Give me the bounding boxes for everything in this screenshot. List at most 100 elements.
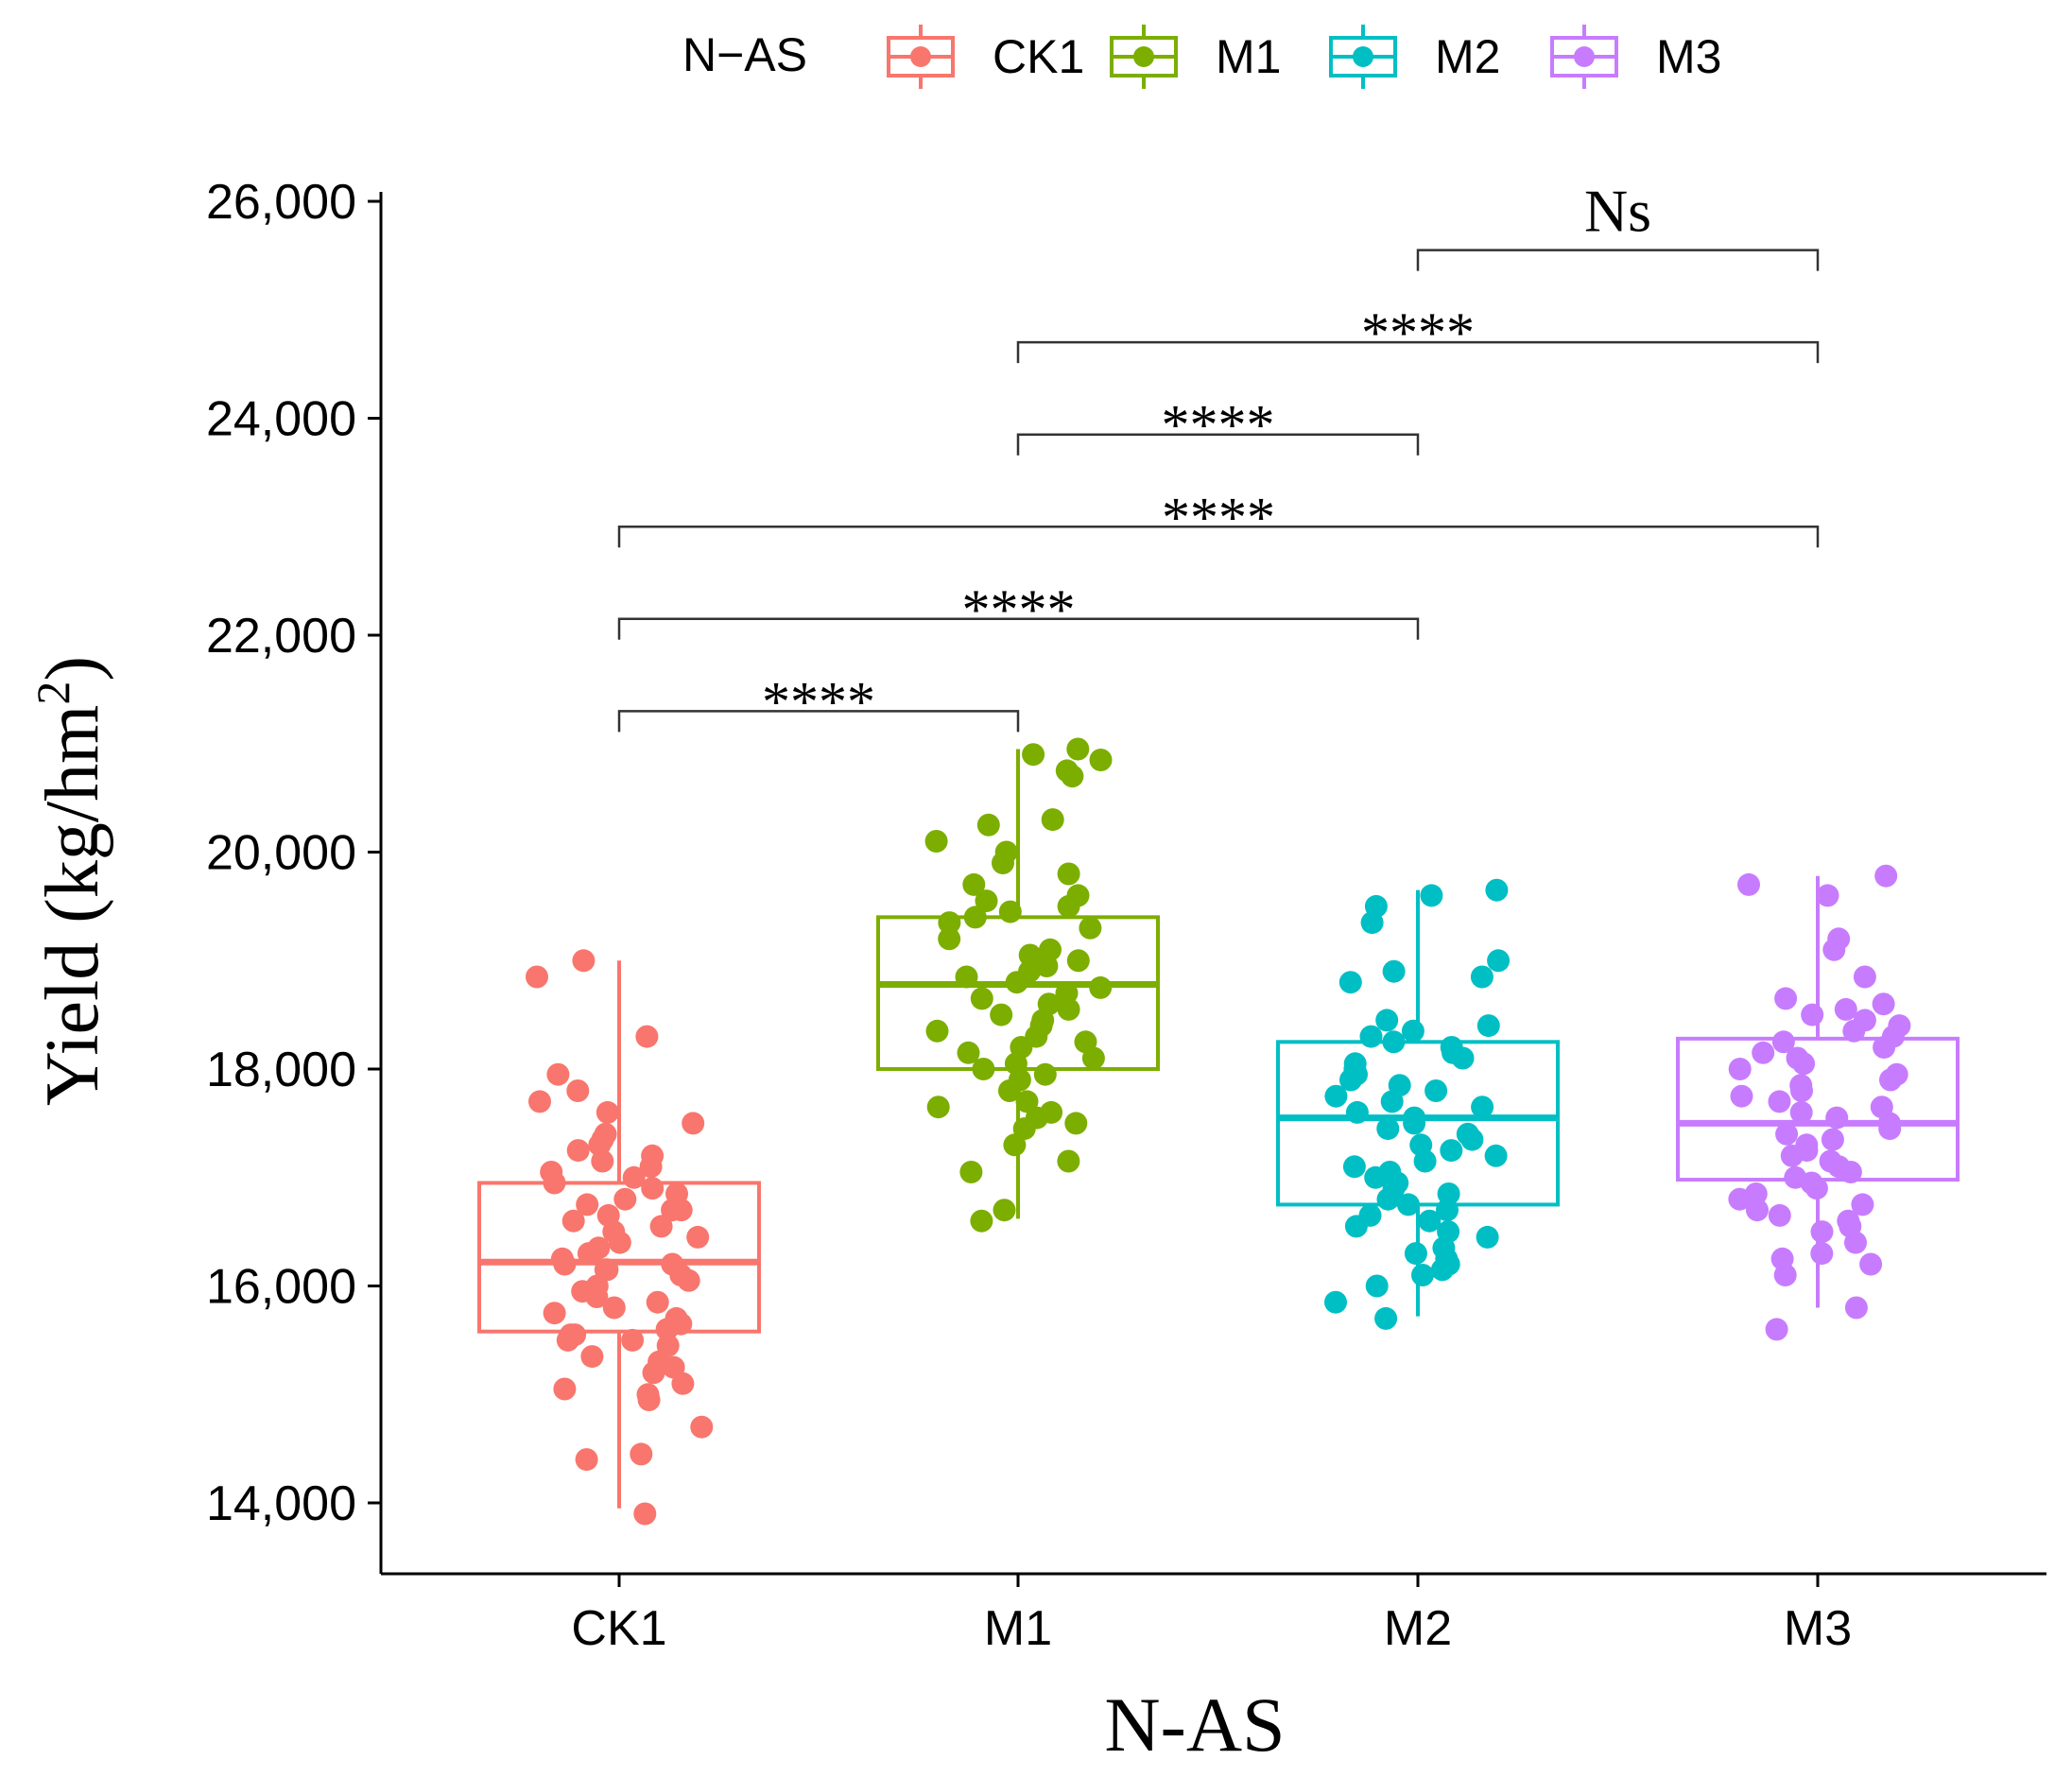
data-point [1066, 884, 1090, 907]
data-point [1037, 992, 1061, 1016]
data-point [550, 1247, 574, 1270]
points-m3 [1728, 864, 1911, 1341]
comparison-m1-m2: **** [1016, 394, 1420, 457]
data-point [938, 911, 961, 935]
data-point [596, 1203, 620, 1227]
data-point [924, 830, 948, 853]
points-m1 [924, 737, 1113, 1233]
data-point [955, 965, 978, 989]
data-point [1765, 1318, 1788, 1341]
legend-label: CK1 [993, 30, 1084, 83]
comparison-m1-m3: **** [1016, 302, 1820, 364]
data-point [1039, 938, 1062, 961]
data-point [1437, 1220, 1460, 1244]
data-point [1775, 1122, 1799, 1146]
legend-title: N−AS [682, 28, 807, 81]
significance-label: **** [1361, 302, 1475, 364]
data-point [646, 1290, 669, 1314]
data-point [621, 1328, 645, 1352]
legend-label: M3 [1656, 30, 1721, 83]
data-point [622, 1165, 646, 1189]
data-point [1388, 1074, 1411, 1097]
data-point [994, 840, 1018, 864]
box-ck1 [477, 960, 761, 1509]
data-point [1476, 1014, 1500, 1038]
data-point [1382, 959, 1406, 983]
data-point [1401, 1019, 1424, 1043]
data-point [1064, 1112, 1088, 1135]
y-tick-label: 26,000 [206, 175, 356, 230]
data-point [1420, 884, 1443, 907]
data-point [1424, 1079, 1448, 1102]
data-point [1409, 1133, 1433, 1157]
data-point [1440, 1139, 1463, 1163]
data-point [1015, 1090, 1039, 1113]
points-ck1 [526, 949, 714, 1526]
data-point [1374, 1306, 1398, 1330]
y-axis-title-close: ) [31, 656, 114, 681]
data-point [1789, 1074, 1813, 1097]
data-point [1768, 1090, 1791, 1113]
data-point [682, 1112, 705, 1135]
data-point [546, 1062, 570, 1086]
data-point [580, 1345, 604, 1369]
data-point [566, 1139, 590, 1163]
data-point [1089, 749, 1113, 771]
data-point [1784, 1165, 1807, 1189]
data-point [1345, 1100, 1369, 1124]
legend: N−AS CK1 M1 M2 M3 [682, 25, 1721, 89]
data-point [1057, 1149, 1080, 1173]
data-point [575, 1448, 598, 1472]
data-point [1055, 759, 1079, 783]
data-point [1768, 1203, 1791, 1227]
data-point [1770, 1247, 1794, 1270]
data-point [690, 1415, 714, 1439]
data-point [1859, 1252, 1883, 1276]
data-point [1364, 894, 1388, 918]
data-point [925, 1019, 949, 1043]
significance-label: **** [1162, 486, 1275, 548]
data-point [528, 1090, 551, 1113]
y-tick-label: 20,000 [206, 826, 356, 881]
bracket-line [1416, 249, 1820, 271]
data-point [1471, 1096, 1494, 1119]
x-tick-label: M2 [1384, 1601, 1452, 1656]
data-point [993, 1199, 1016, 1222]
data-point [1851, 1193, 1874, 1216]
significance-label: **** [962, 578, 1076, 641]
data-point [665, 1182, 688, 1205]
data-point [1786, 1046, 1809, 1070]
data-point [1411, 1264, 1434, 1286]
data-point [1844, 1296, 1868, 1320]
data-point [1382, 1030, 1406, 1054]
data-point [1066, 737, 1090, 761]
data-point [1771, 1030, 1795, 1054]
data-point [998, 900, 1022, 923]
data-point [561, 1209, 585, 1233]
data-point [1018, 959, 1042, 983]
data-point [566, 1079, 590, 1102]
legend-entry-ck1: CK1 [887, 25, 1084, 89]
y-tick-label: 14,000 [206, 1476, 356, 1531]
data-point [972, 1058, 995, 1080]
significance-label: Ns [1584, 178, 1651, 245]
data-point [1074, 1030, 1097, 1054]
data-point [1324, 1084, 1348, 1108]
data-point [1827, 927, 1851, 951]
data-point [1358, 1203, 1382, 1227]
data-point [635, 1025, 659, 1048]
y-axis-title-main: Yield (kg/hm [31, 705, 114, 1106]
box-iqr [1676, 1036, 1960, 1182]
comparison-m2-m3: Ns [1416, 178, 1820, 271]
data-point [975, 889, 998, 913]
data-point [938, 927, 961, 951]
data-point [1057, 862, 1080, 886]
significance-label: **** [1162, 394, 1275, 457]
data-point [1752, 1041, 1775, 1064]
data-point [1746, 1199, 1769, 1222]
significance-label: **** [762, 670, 875, 733]
data-point [1810, 1242, 1834, 1266]
x-tick-label: M1 [984, 1601, 1052, 1656]
points-m2 [1324, 878, 1511, 1330]
data-point [587, 1236, 611, 1260]
